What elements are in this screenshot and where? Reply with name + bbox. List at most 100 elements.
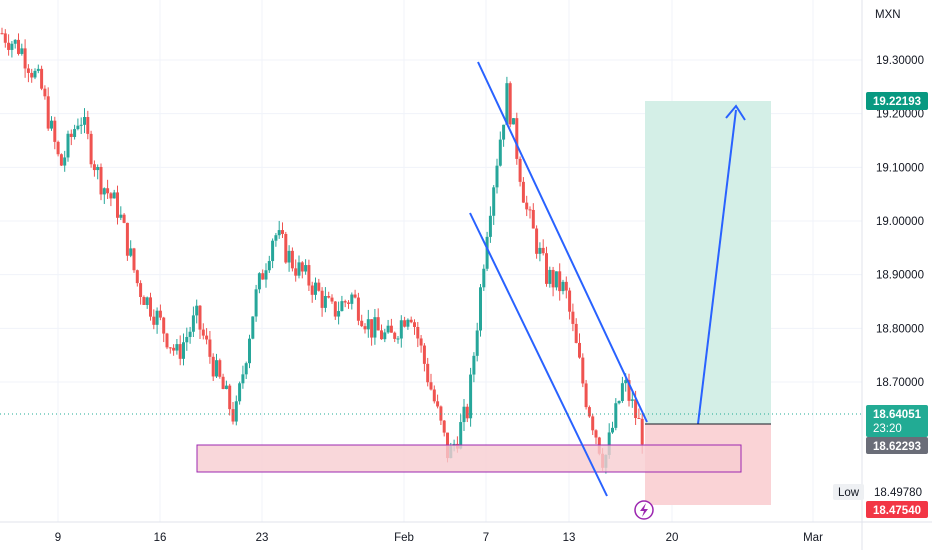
- candle-body: [241, 374, 245, 384]
- candle-body: [551, 269, 555, 288]
- candle-body: [248, 338, 251, 364]
- candle-body: [472, 355, 476, 375]
- candle-body: [53, 120, 57, 142]
- candle-body: [274, 235, 278, 241]
- projection-arrow-head[interactable]: [725, 104, 746, 121]
- candle-body: [287, 250, 291, 263]
- projection-arrow-line[interactable]: [697, 109, 737, 425]
- candle-body: [617, 401, 621, 404]
- candle-body: [327, 296, 331, 298]
- candle-body: [132, 248, 136, 271]
- y-tick-label: 19.20000: [876, 109, 924, 121]
- candle-body: [33, 70, 37, 78]
- candle-body: [99, 166, 103, 195]
- candle-body: [267, 261, 271, 271]
- candle-body: [218, 360, 222, 377]
- stop-price-text: 18.47540: [873, 505, 921, 517]
- candle-body: [76, 125, 80, 130]
- target-price-tag: 19.22193: [866, 92, 928, 110]
- candle-body: [495, 165, 499, 188]
- candle-body: [224, 385, 228, 390]
- candle-body: [10, 43, 14, 50]
- candle-body: [40, 68, 44, 89]
- entry-price-text: 18.62293: [873, 441, 921, 453]
- candle-body: [426, 363, 430, 383]
- candle-body: [79, 124, 83, 126]
- candle-body: [591, 416, 595, 431]
- candle-body: [568, 290, 572, 312]
- y-axis[interactable]: 19.30000 19.20000 19.10000 19.00000 18.90000…: [876, 55, 924, 389]
- candle-body: [46, 96, 50, 129]
- candle-body: [188, 331, 192, 337]
- candle-body: [300, 262, 304, 272]
- candle-body: [92, 164, 96, 171]
- currency-label: MXN: [875, 9, 901, 21]
- candle-body: [149, 297, 152, 317]
- candle-body: [135, 270, 139, 284]
- stop-price-tag: 18.47540: [866, 501, 928, 518]
- candle-body: [422, 345, 426, 364]
- candle-body: [347, 302, 350, 304]
- candle-body: [343, 301, 347, 303]
- candle-body: [535, 228, 539, 254]
- candle-body: [389, 325, 393, 333]
- candle-body: [323, 296, 327, 308]
- candle-body: [594, 430, 598, 438]
- candle-body: [320, 290, 324, 308]
- y-tick-label: 19.10000: [876, 162, 924, 174]
- candle-body: [502, 124, 506, 140]
- x-tick-label: Feb: [394, 532, 414, 544]
- candle-body: [518, 158, 522, 182]
- candle-body: [63, 157, 67, 166]
- wedge-lower-line[interactable]: [469, 212, 608, 497]
- candle-body: [30, 72, 34, 78]
- candle-body: [0, 33, 4, 35]
- candle-body: [399, 320, 403, 339]
- candle-body: [429, 382, 433, 390]
- candle-body: [538, 247, 542, 254]
- candle-body: [277, 230, 281, 236]
- candle-body: [83, 117, 86, 125]
- x-tick-label: 9: [55, 532, 61, 544]
- flash-icon[interactable]: [634, 500, 654, 520]
- x-tick-label: Mar: [803, 532, 823, 544]
- x-tick-label: 20: [666, 532, 679, 544]
- candle-body: [548, 269, 552, 284]
- candle-body: [525, 202, 529, 210]
- candle-body: [373, 317, 377, 338]
- profit-zone[interactable]: [645, 101, 771, 424]
- candle-body: [195, 305, 199, 316]
- candle-body: [182, 342, 185, 359]
- candle-body: [624, 380, 628, 384]
- x-axis[interactable]: 9 16 23 Feb 7 13 20 Mar: [55, 532, 823, 544]
- candle-body: [297, 262, 301, 276]
- candle-body: [152, 316, 156, 325]
- candle-body: [607, 432, 611, 455]
- candle-body: [234, 401, 238, 422]
- candle-body: [337, 311, 341, 317]
- candle-body: [406, 319, 410, 327]
- candle-body: [630, 399, 634, 401]
- candle-body: [69, 133, 73, 137]
- y-tick-label: 19.30000: [876, 55, 924, 67]
- candle-body: [106, 188, 110, 194]
- y-tick-label: 18.90000: [876, 270, 924, 282]
- wedge-upper-line[interactable]: [477, 61, 648, 423]
- candle-body: [488, 215, 492, 237]
- candle-body: [353, 294, 357, 298]
- candle-body: [386, 325, 390, 333]
- candle-body: [50, 120, 53, 129]
- y-tick-label: 18.80000: [876, 323, 924, 335]
- candle-body: [469, 374, 473, 419]
- target-price-text: 19.22193: [873, 96, 921, 108]
- support-zone[interactable]: [196, 444, 742, 473]
- candle-body: [531, 209, 535, 229]
- candle-body: [205, 335, 209, 340]
- candle-body: [261, 273, 265, 280]
- candle-body: [475, 330, 479, 356]
- candle-body: [158, 310, 162, 318]
- candle-body: [380, 330, 383, 340]
- candle-body: [637, 417, 641, 419]
